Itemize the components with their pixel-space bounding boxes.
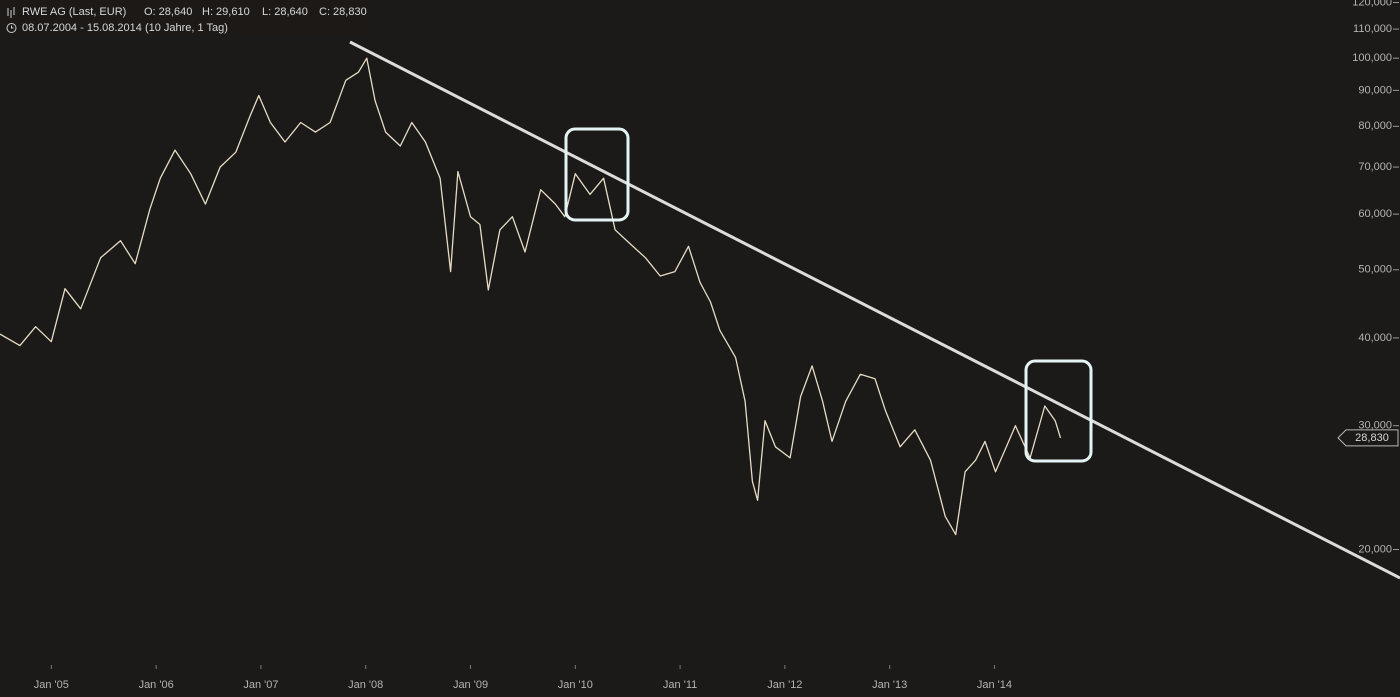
- plot-area: [0, 57, 1062, 536]
- y-tick-label: 90,000: [1358, 84, 1392, 96]
- y-tick-label: 110,000: [1353, 23, 1392, 35]
- y-tick-label: 120,000: [1352, 0, 1392, 8]
- x-tick-label: Jan '10: [558, 679, 593, 691]
- y-tick-label: 30,000: [1358, 420, 1392, 432]
- last-price-label: 28,830: [1355, 432, 1389, 444]
- header-background: [0, 2, 378, 36]
- clock-icon: [6, 23, 17, 33]
- last-price-badge: [1337, 429, 1399, 447]
- period: 08.07.2004 - 15.08.2014 (10 Jahre, 1 Tag…: [22, 22, 228, 34]
- x-tick-label: Jan '09: [453, 679, 488, 691]
- y-tick-label: 50,000: [1358, 264, 1392, 276]
- y-tick-label: 100,000: [1352, 52, 1392, 64]
- price-line: [0, 57, 1062, 536]
- highlight-box: [564, 127, 630, 222]
- x-tick-label: Jan '12: [767, 679, 802, 691]
- bars-icon: [7, 7, 15, 18]
- x-tick-label: Jan '05: [34, 679, 69, 691]
- x-tick-label: Jan '11: [663, 679, 697, 691]
- trend-line: [349, 40, 1400, 580]
- ohlc-high: H: 29,610: [202, 6, 250, 18]
- x-tick-label: Jan '14: [977, 679, 1012, 691]
- ohlc-low: L: 28,640: [262, 6, 308, 18]
- y-tick-label: 60,000: [1358, 208, 1392, 220]
- y-tick-label: 20,000: [1358, 543, 1392, 555]
- ohlc-open: O: 28,640: [144, 6, 192, 18]
- x-tick-label: Jan '08: [348, 679, 383, 691]
- y-tick-label: 80,000: [1358, 120, 1392, 132]
- ohlc-close: C: 28,830: [319, 6, 367, 18]
- x-tick-label: Jan '06: [139, 679, 174, 691]
- x-tick-label: Jan '07: [243, 679, 278, 691]
- y-tick-label: 70,000: [1358, 161, 1392, 173]
- chart-title: RWE AG (Last, EUR): [22, 6, 126, 18]
- x-tick-label: Jan '13: [872, 679, 907, 691]
- highlight-box: [1024, 359, 1093, 463]
- y-tick-label: 40,000: [1358, 332, 1392, 344]
